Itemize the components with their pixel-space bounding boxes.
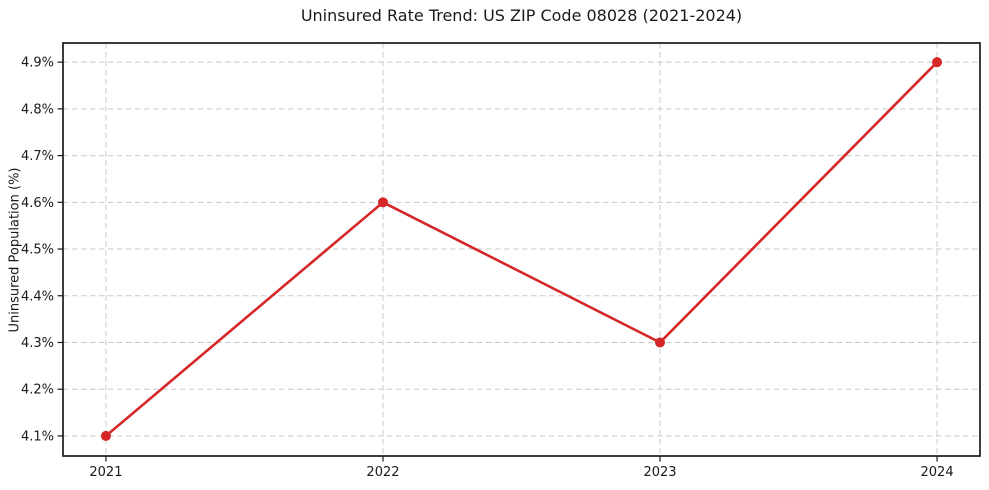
trend-line	[104, 60, 939, 438]
y-tick-label: 4.8%	[21, 102, 54, 117]
y-tick-label: 4.7%	[21, 149, 54, 164]
plot-border	[62, 42, 981, 457]
x-tick-label: 2021	[89, 465, 122, 480]
x-tick-label: 2022	[366, 465, 399, 480]
y-tick-label: 4.9%	[21, 56, 54, 71]
y-tick-label: 4.5%	[21, 243, 54, 258]
data-point-2023	[655, 337, 666, 348]
y-tick-label: 4.4%	[21, 289, 54, 304]
y-tick-label: 4.3%	[21, 336, 54, 351]
x-tick-label: 2024	[921, 465, 954, 480]
y-tick-label: 4.1%	[21, 429, 54, 444]
x-tick-label: 2023	[643, 465, 676, 480]
y-tick-label: 4.6%	[21, 196, 54, 211]
y-tick-label: 4.2%	[21, 383, 54, 398]
data-point-2021	[100, 430, 111, 441]
chart-title: Uninsured Rate Trend: US ZIP Code 08028 …	[300, 6, 743, 25]
data-point-2022	[377, 197, 388, 208]
data-point-2024	[932, 57, 943, 68]
